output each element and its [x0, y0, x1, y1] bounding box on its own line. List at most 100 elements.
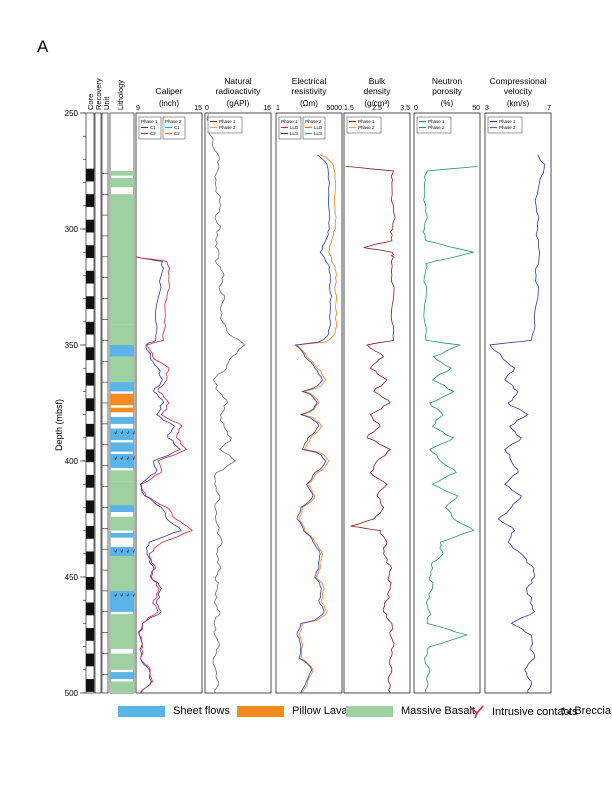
- unit-header: Unit: [102, 96, 111, 110]
- legend-entry-label: C2: [174, 131, 180, 136]
- panel-title: Natural radioactivity: [216, 76, 262, 96]
- legend-group-label: Phase 1: [281, 119, 298, 124]
- core-block: [86, 219, 94, 233]
- legend-entry-label: Phase 2: [499, 125, 516, 130]
- core-block: [86, 577, 94, 590]
- lithology-sheet: [110, 532, 134, 538]
- breccia-glyph: [125, 592, 129, 597]
- legend-entry-label: LLD: [290, 125, 299, 130]
- legend-entry-label: LLD: [314, 125, 323, 130]
- lithology-sheet: [110, 505, 134, 513]
- core-block: [86, 347, 94, 361]
- panel-frame: [135, 112, 203, 694]
- panel-tick-label: 3.5: [400, 105, 410, 112]
- legend-entry-label: Phase 2: [219, 125, 236, 130]
- legend-entry-label: C2: [150, 131, 156, 136]
- core-block: [86, 602, 94, 616]
- lithology-sheet: [110, 442, 134, 452]
- lithology-breccia: [110, 454, 134, 468]
- panel-tick-label: 2.5: [372, 105, 382, 112]
- legend-massive-basalt: Massive Basalt: [346, 705, 475, 717]
- legend-entry-label: Phase 1: [499, 119, 516, 124]
- lithology-breccia: [110, 590, 134, 612]
- lithology-massive: [110, 177, 134, 188]
- core-blocks: [86, 168, 94, 692]
- core-block: [86, 168, 94, 182]
- panel-tick-label: 1.5: [344, 105, 354, 112]
- lithology-legend: Sheet flows Pillow Lava Massive Basalt I…: [0, 703, 612, 725]
- legend-pillow-lava-label: Pillow Lava: [292, 705, 348, 717]
- depth-tick-label: 250: [65, 109, 79, 118]
- breccia-icon: [560, 707, 571, 716]
- breccia-glyph: [131, 430, 135, 435]
- panel-title-line: Compressional: [490, 76, 547, 86]
- legend-entry-label: LLS: [314, 131, 322, 136]
- legend-entry-label: C1: [150, 125, 156, 130]
- legend-massive-basalt-label: Massive Basalt: [401, 705, 475, 717]
- panel-title: Bulk density: [364, 76, 392, 96]
- depth-tick-label: 350: [65, 341, 79, 350]
- panel-tick-label: 0: [205, 105, 209, 112]
- legend-entry-label: Phase 1: [219, 119, 236, 124]
- lithology-pillow: [110, 393, 134, 406]
- panel-letter: A: [37, 37, 49, 56]
- panel-title-line: resistivity: [292, 86, 328, 96]
- legend-sheet-flows-label: Sheet flows: [173, 705, 230, 717]
- panel-unit: (g/cm³): [364, 99, 390, 108]
- breccia-glyph: [131, 456, 135, 461]
- unit-boundaries: [102, 173, 108, 675]
- depth-ticks: 250 300 350 400 450 500: [65, 109, 86, 698]
- breccia-glyph: [119, 430, 123, 435]
- breccia-glyph: [119, 456, 123, 461]
- core-block: [86, 321, 94, 335]
- lithology-massive: [110, 635, 134, 649]
- breccia-glyph: [125, 430, 129, 435]
- breccia-glyph: [131, 548, 135, 553]
- series-line-c1: [135, 256, 182, 694]
- panel-title-line: porosity: [432, 86, 463, 96]
- panel-tick-label: 9: [136, 105, 140, 112]
- panel-title-line: radioactivity: [216, 86, 262, 96]
- legend-entry-label: Phase 1: [428, 119, 445, 124]
- sheet-flows-swatch: [118, 705, 165, 717]
- log-panel-3: Bulk density (g/cm³) 1.5 2.5 3.5 Phase 1Phase …: [343, 76, 411, 694]
- panel-tick-label: 0: [414, 105, 418, 112]
- panel-tick-label: 7: [547, 105, 551, 112]
- breccia-glyph: [113, 430, 117, 435]
- breccia-glyph: [113, 548, 117, 553]
- breccia-glyph: [125, 548, 129, 553]
- lithology-header: Lithology: [116, 80, 125, 110]
- lithology-massive: [110, 516, 134, 531]
- panel-title-line: Electrical: [292, 76, 327, 86]
- legend-sheet-flows: Sheet flows: [118, 705, 230, 717]
- recovery-strip: [94, 112, 102, 694]
- panel-tick-label: 5000: [326, 105, 342, 112]
- series-line-phase-1: [422, 166, 478, 694]
- breccia-glyph: [119, 548, 123, 553]
- lithology-sheet: [110, 345, 134, 357]
- depth-tick-label: 450: [65, 573, 79, 582]
- depth-tick-label: 400: [65, 457, 79, 466]
- core-block: [86, 525, 94, 539]
- core-block: [86, 270, 94, 284]
- panel-title: Neutron porosity: [432, 76, 463, 96]
- series-line-c2: [135, 256, 193, 694]
- core-block: [86, 372, 94, 386]
- depth-tick-label: 500: [65, 689, 79, 698]
- legend-group-label: Phase 1: [141, 119, 158, 124]
- legend-entry-label: Phase 2: [358, 125, 375, 130]
- panel-tick-label: 16: [263, 105, 271, 112]
- core-block: [86, 398, 94, 412]
- lithology-massive: [110, 653, 134, 670]
- panel-tick-label: 50: [472, 105, 480, 112]
- lithology-sheet: [110, 416, 134, 424]
- legend-group-label: Phase 2: [165, 119, 182, 124]
- breccia-glyph: [113, 456, 117, 461]
- core-block: [86, 551, 94, 565]
- legend-entry-label: C1: [174, 125, 180, 130]
- series-line-phase-1: [345, 166, 396, 694]
- panel-title-line: density: [364, 86, 392, 96]
